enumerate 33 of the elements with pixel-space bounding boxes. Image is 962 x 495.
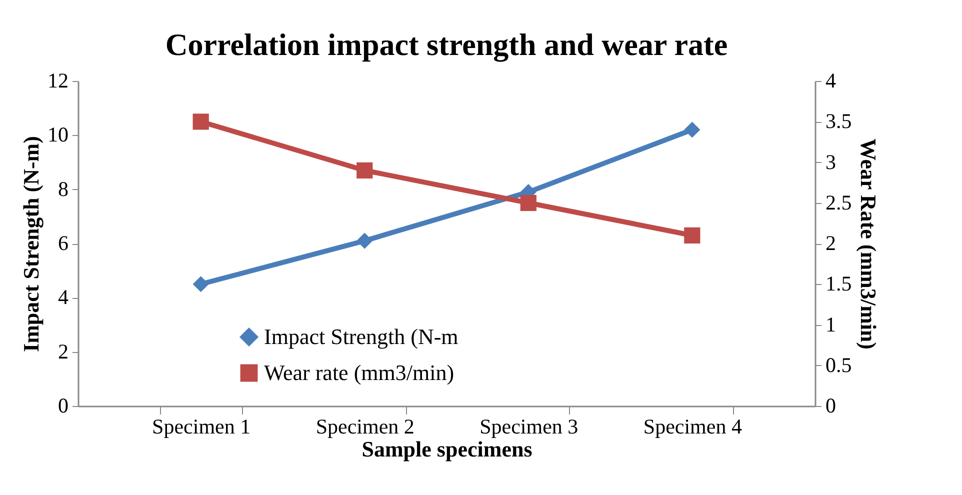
x-tick-label: Specimen 4 [643,414,742,438]
chart-title: Correlation impact strength and wear rate [165,27,728,62]
y2-tick-label: 4 [826,68,836,92]
point [684,122,700,138]
x-tick-label: Specimen 3 [480,414,578,438]
y-tick-label: 4 [58,285,69,310]
y2-axis-title: Wear Rate (mm3/min) [856,138,881,350]
point [520,194,536,211]
y-axis-title: Impact Strength (N-m) [18,136,44,352]
y2-tick-label: 1.5 [826,272,852,296]
y-tick-label: 0 [58,394,68,418]
y-tick-label: 8 [58,176,68,201]
y-tick-label: 12 [48,68,68,92]
y2-tick-label: 1 [826,312,836,336]
point [356,232,373,249]
legend-label: Impact Strength (N-m [264,324,458,349]
y2-tick-label: 2.5 [826,190,852,214]
point [356,162,373,178]
y2-tick-label: 3.5 [826,109,852,134]
point [192,114,209,130]
point [684,227,700,244]
point [192,276,209,292]
y-tick-label: 6 [58,231,68,255]
y-tick-label: 2 [58,339,68,364]
x-tick-label: Specimen 1 [152,414,251,438]
y2-tick-label: 0 [826,394,836,418]
y-tick-label: 10 [48,122,68,147]
legend-label: Wear rate (mm3/min) [264,360,454,385]
x-tick-label: Specimen 2 [316,414,414,438]
y2-tick-label: 0.5 [826,352,852,377]
y2-tick-label: 2 [826,231,836,255]
y2-tick-label: 3 [826,150,836,174]
x-axis-title: Sample specimens [362,436,533,462]
